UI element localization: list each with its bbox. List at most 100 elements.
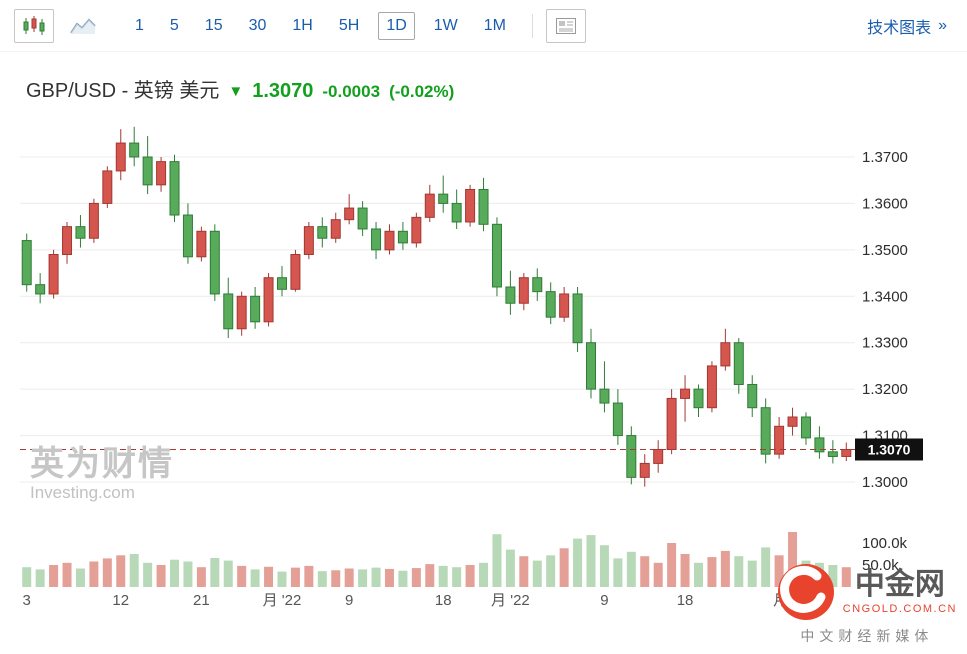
candle-body [344,207,355,221]
volume-bar [49,565,59,587]
candle-body [612,402,623,437]
candle-body [142,156,153,186]
candlestick-chart-icon [23,15,45,35]
candle-body [827,451,838,457]
line-chart-icon [70,18,96,34]
y-axis-label: 1.3500 [862,242,908,259]
candle-body [478,188,489,225]
candle-body [680,388,691,399]
candlestick-chart[interactable]: 1.37001.36001.35001.34001.33001.32001.31… [0,100,967,615]
volume-bar [519,556,529,587]
tf-1d[interactable]: 1D [378,11,415,40]
volume-bar [452,567,462,587]
volume-bar [290,567,300,587]
volume-bar [170,559,180,587]
candle-body [787,416,798,427]
axes: 1.37001.36001.35001.34001.33001.32001.31… [20,149,908,609]
tf-1h[interactable]: 1H [292,16,313,34]
line-chart-button[interactable] [64,9,102,43]
tech-chart-label: 技术图表 [867,19,932,37]
cngold-logo: 中金网 CNGOLD.COM.CN 中文财经新媒体 [777,563,957,646]
news-panel-button[interactable] [546,8,586,43]
candle-body [115,142,126,172]
cngold-logo-row: 中金网 CNGOLD.COM.CN [777,563,957,621]
volume-bar [653,562,663,587]
candle-body [236,295,247,330]
tf-30[interactable]: 30 [248,16,267,34]
volume-bar [640,556,650,587]
volume-bar [492,534,502,587]
candle-body [720,342,731,367]
volume-bar [89,561,99,587]
tf-5h[interactable]: 5H [338,16,360,34]
candle-body [303,226,314,255]
volume-bar [667,543,677,587]
volume-bar [143,562,153,587]
volume-bar [371,567,381,587]
volume-bar [264,566,274,587]
volume-bar [479,562,489,587]
current-price-badge: 1.3070 [855,438,923,461]
volume-bar [559,548,569,587]
candle-body [572,293,583,344]
candle-body [21,240,32,286]
cngold-logo-text: 中金网 CNGOLD.COM.CN [842,567,957,615]
volume-bar [398,570,408,587]
candle-body [209,230,220,295]
cngold-domain: CNGOLD.COM.CN [842,602,957,615]
volume-bar [693,562,703,587]
candle-body [774,425,785,455]
candle-body [156,161,167,186]
x-axis-label: 月 '22 [491,592,530,609]
candle-body [169,161,180,216]
cngold-name: 中金网 [854,567,945,601]
candle-body [62,226,73,255]
volume-bar [438,565,448,587]
tech-chart-link[interactable]: 技术图表 » [867,14,947,38]
x-axis-label: 9 [600,592,608,609]
candle-body [330,219,341,239]
candle-body [666,397,677,450]
candle-body [800,416,811,439]
x-axis-label: 12 [112,592,129,609]
volume-bar [626,551,636,587]
candle-body [518,277,529,304]
volume-bar [75,568,85,587]
volume-bar [237,565,247,587]
candle-body [397,230,408,244]
volume-bar [788,532,798,587]
candle-body [599,388,610,404]
candle-body [814,437,825,453]
tf-15[interactable]: 15 [204,16,223,34]
volume-bar [331,570,341,587]
x-axis-label: 3 [23,592,31,609]
volume-bar [358,569,368,587]
volume-bar [210,557,220,587]
tf-1[interactable]: 1 [135,16,144,34]
quote-header: GBP/USD - 英镑 美元 ▼ 1.3070 -0.0003 (-0.02%… [26,74,454,103]
cngold-tagline: 中文财经新媒体 [800,628,934,644]
candle-body [75,226,86,239]
tf-1m[interactable]: 1M [483,16,506,34]
candle-body [626,435,637,478]
volume-bar [250,569,260,587]
candles [21,126,852,487]
volume-bar [277,571,287,587]
candle-body [357,207,368,230]
candle-body [733,342,744,385]
volume-bar [546,555,556,587]
y-axis-label: 1.3700 [862,149,908,166]
candlestick-chart-button[interactable] [14,8,54,43]
x-axis-label: 18 [677,592,694,609]
candle-body [88,202,99,239]
tf-5[interactable]: 5 [169,16,179,34]
tf-1w[interactable]: 1W [433,16,458,34]
candle-body [505,286,516,304]
volume-bar [505,549,515,587]
x-axis-label: 21 [193,592,210,609]
candle-body [424,193,435,218]
volume-bar [411,568,421,587]
y-axis-label: 1.3600 [862,195,908,212]
price-down-arrow: ▼ [228,83,244,100]
